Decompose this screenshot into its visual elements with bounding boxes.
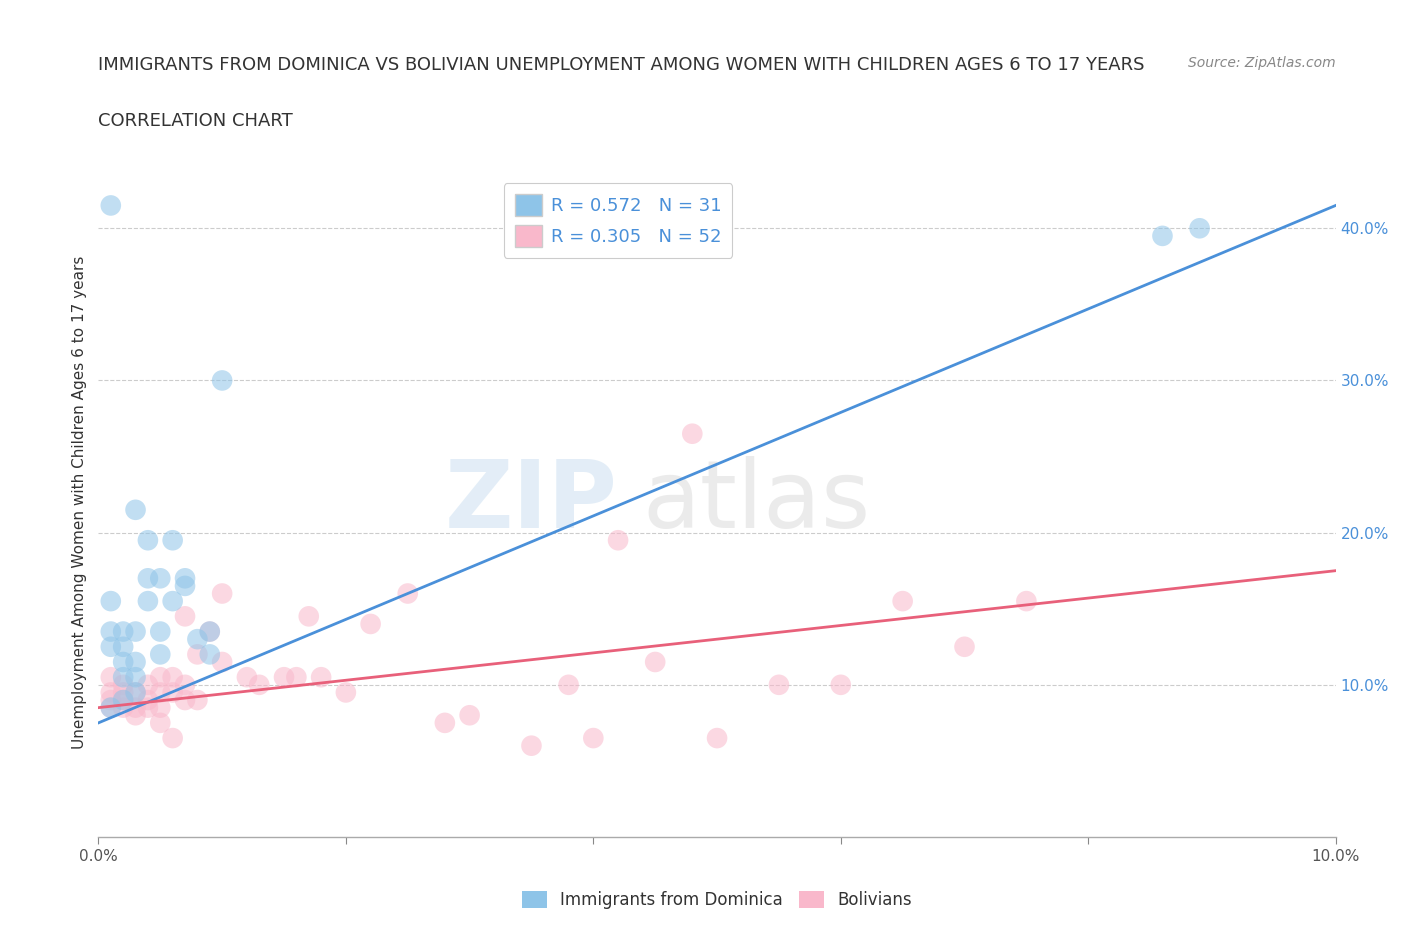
Point — [891, 593, 914, 608]
Point — [607, 533, 630, 548]
Point — [124, 624, 146, 639]
Point — [706, 731, 728, 746]
Point — [211, 655, 233, 670]
Point — [335, 685, 357, 700]
Point — [433, 715, 456, 730]
Point — [211, 586, 233, 601]
Point — [830, 677, 852, 692]
Point — [1015, 593, 1038, 608]
Point — [136, 700, 159, 715]
Point — [112, 655, 135, 670]
Point — [124, 708, 146, 723]
Point — [681, 426, 703, 441]
Point — [174, 578, 197, 593]
Point — [298, 609, 321, 624]
Point — [100, 624, 122, 639]
Point — [198, 647, 221, 662]
Point — [136, 677, 159, 692]
Point — [953, 639, 976, 654]
Point — [149, 624, 172, 639]
Point — [162, 670, 184, 684]
Point — [582, 731, 605, 746]
Point — [644, 655, 666, 670]
Point — [1188, 220, 1211, 235]
Legend: Immigrants from Dominica, Bolivians: Immigrants from Dominica, Bolivians — [515, 884, 920, 916]
Point — [285, 670, 308, 684]
Point — [112, 639, 135, 654]
Point — [100, 198, 122, 213]
Point — [458, 708, 481, 723]
Point — [112, 670, 135, 684]
Point — [162, 731, 184, 746]
Text: Source: ZipAtlas.com: Source: ZipAtlas.com — [1188, 56, 1336, 70]
Point — [136, 593, 159, 608]
Point — [149, 571, 172, 586]
Point — [100, 639, 122, 654]
Text: CORRELATION CHART: CORRELATION CHART — [98, 112, 294, 129]
Point — [186, 647, 208, 662]
Point — [360, 617, 382, 631]
Point — [520, 738, 543, 753]
Point — [124, 502, 146, 517]
Point — [174, 693, 197, 708]
Point — [100, 700, 122, 715]
Point — [557, 677, 579, 692]
Point — [768, 677, 790, 692]
Point — [162, 593, 184, 608]
Point — [136, 571, 159, 586]
Point — [149, 700, 172, 715]
Text: IMMIGRANTS FROM DOMINICA VS BOLIVIAN UNEMPLOYMENT AMONG WOMEN WITH CHILDREN AGES: IMMIGRANTS FROM DOMINICA VS BOLIVIAN UNE… — [98, 56, 1144, 73]
Point — [198, 624, 221, 639]
Point — [124, 670, 146, 684]
Point — [309, 670, 332, 684]
Point — [149, 647, 172, 662]
Point — [149, 715, 172, 730]
Point — [198, 624, 221, 639]
Point — [174, 609, 197, 624]
Point — [162, 685, 184, 700]
Point — [149, 685, 172, 700]
Point — [112, 677, 135, 692]
Point — [112, 624, 135, 639]
Point — [174, 571, 197, 586]
Y-axis label: Unemployment Among Women with Children Ages 6 to 17 years: Unemployment Among Women with Children A… — [72, 256, 87, 749]
Point — [124, 685, 146, 700]
Point — [1152, 229, 1174, 244]
Point — [112, 693, 135, 708]
Point — [124, 655, 146, 670]
Point — [100, 593, 122, 608]
Point — [100, 685, 122, 700]
Point — [112, 700, 135, 715]
Text: ZIP: ZIP — [446, 457, 619, 548]
Point — [149, 670, 172, 684]
Point — [396, 586, 419, 601]
Point — [100, 670, 122, 684]
Point — [174, 677, 197, 692]
Point — [124, 685, 146, 700]
Point — [211, 373, 233, 388]
Point — [162, 533, 184, 548]
Point — [136, 693, 159, 708]
Point — [186, 631, 208, 646]
Point — [112, 685, 135, 700]
Point — [112, 693, 135, 708]
Point — [186, 693, 208, 708]
Text: atlas: atlas — [643, 457, 872, 548]
Point — [100, 693, 122, 708]
Point — [247, 677, 270, 692]
Point — [236, 670, 259, 684]
Point — [273, 670, 295, 684]
Point — [136, 533, 159, 548]
Point — [100, 700, 122, 715]
Point — [124, 700, 146, 715]
